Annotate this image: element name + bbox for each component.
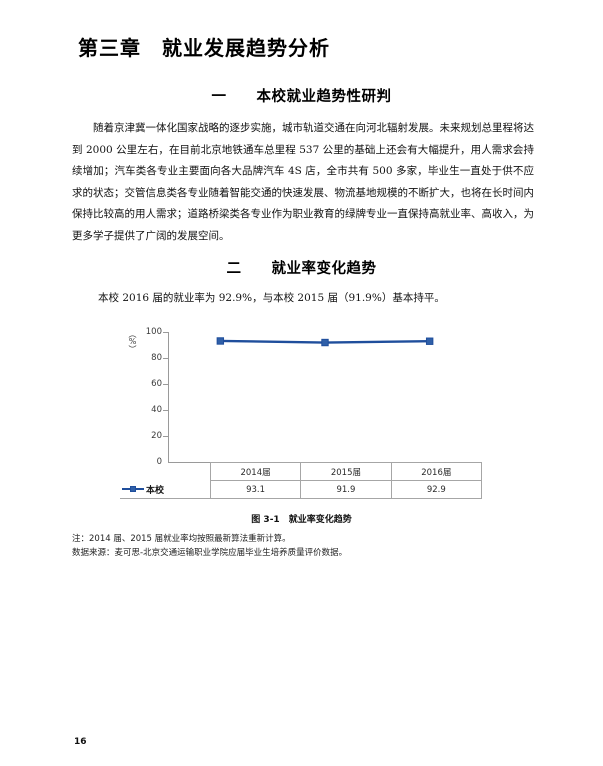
- y-tick-label-60: 60: [151, 379, 162, 389]
- figure-caption: 图 3-1 就业率变化趋势: [251, 515, 352, 525]
- y-tick-label-0: 0: [156, 457, 162, 467]
- table-cell-2016: 92.9: [390, 480, 483, 499]
- section-1-paragraph: 随着京津冀一体化国家战略的逐步实施，城市轨道交通在向河北辐射发展。未来规划总里程…: [72, 122, 534, 242]
- figure-notes: 注：2014 届、2015 届就业率均按照最新算法重新计算。 数据来源：麦可思-…: [72, 532, 542, 560]
- y-tick-label-20: 20: [151, 431, 162, 441]
- legend-label-benxiao: 本校: [146, 485, 165, 496]
- section-2-lead-text: 本校 2016 届的就业率为 92.9%，与本校 2015 届（91.9%）基本…: [98, 292, 445, 304]
- table-cell-2014: 93.1: [209, 480, 302, 499]
- y-tick-mark-40: [163, 410, 168, 411]
- employment-rate-figure: （%） 100 80 60 40 20 0: [118, 324, 483, 500]
- figure-note-1: 注：2014 届、2015 届就业率均按照最新算法重新计算。: [72, 534, 291, 544]
- series-marker-2015届: [321, 338, 329, 347]
- y-tick-mark-60: [163, 384, 168, 385]
- table-header-2016: 2016届: [390, 462, 483, 481]
- section-heading-1: 一 本校就业趋势性研判: [211, 89, 392, 105]
- legend-cell-benxiao: 本校: [120, 480, 211, 499]
- y-tick-label-80: 80: [151, 353, 162, 363]
- y-tick-label-40: 40: [151, 405, 162, 415]
- y-tick-mark-80: [163, 358, 168, 359]
- y-tick-mark-100: [163, 332, 168, 333]
- table-row: 本校 93.1 91.9 92.9: [120, 480, 483, 499]
- chart-plot-area: （%） 100 80 60 40 20 0: [118, 324, 482, 467]
- table-header-row: 2014届 2015届 2016届: [120, 462, 483, 481]
- table-corner-cell: [120, 463, 210, 481]
- legend-line-marker-icon: [122, 484, 144, 494]
- y-axis-title: （%）: [128, 330, 137, 352]
- series-marker-2016届: [425, 337, 434, 345]
- figure-note-2: 数据来源：麦可思-北京交通运输职业学院应届毕业生培养质量评价数据。: [72, 548, 348, 558]
- chapter-title: 第三章 就业发展趋势分析: [78, 36, 330, 60]
- table-header-2014: 2014届: [209, 462, 302, 481]
- section-heading-2: 二 就业率变化趋势: [226, 261, 377, 277]
- series-line-benxiao: [216, 337, 434, 347]
- page-number: 16: [74, 737, 87, 747]
- y-tick-mark-20: [163, 436, 168, 437]
- series-marker-2014届: [216, 337, 225, 345]
- table-cell-2015: 91.9: [300, 480, 392, 499]
- y-tick-label-100: 100: [145, 327, 162, 337]
- y-axis-line: [168, 332, 169, 463]
- chart-data-table: 2014届 2015届 2016届 本校 93.1 91.9 92.9: [120, 462, 483, 499]
- table-header-2015: 2015届: [300, 462, 392, 481]
- y-axis-tick-labels: 100 80 60 40 20 0: [132, 324, 162, 467]
